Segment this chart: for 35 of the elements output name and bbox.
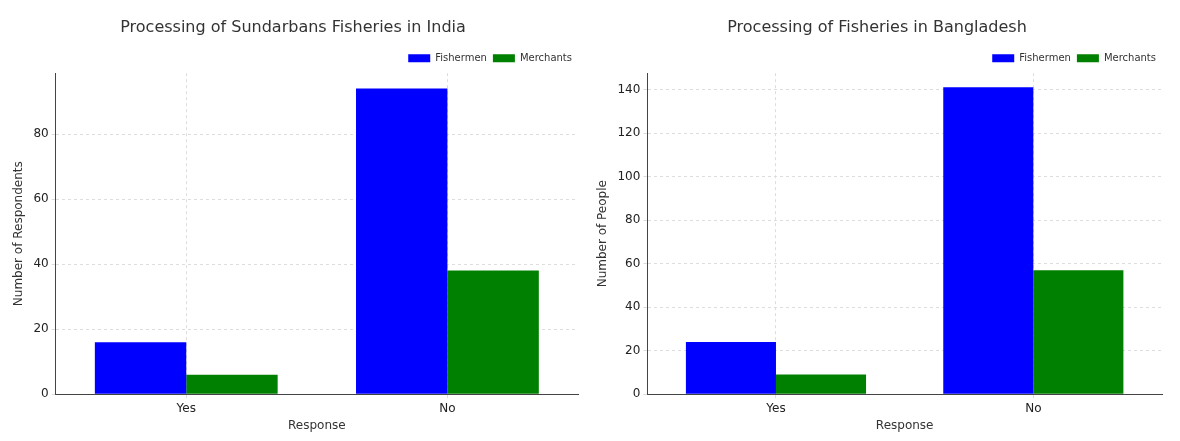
y-tick-label: 0 [41,386,49,401]
y-tick-label: 100 [617,168,641,183]
y-axis-title: Number of Respondents [11,161,26,307]
x-tick-label: No [439,400,456,415]
y-tick-label: 80 [625,212,641,227]
y-tick-label: 20 [33,321,49,336]
bar [186,374,278,394]
chart-title: Processing of Fisheries in Bangladesh [727,16,1027,36]
y-tick-label: 40 [33,256,49,271]
x-axis-title: Response [288,417,346,432]
legend-label: Merchants [1103,51,1156,63]
bar [94,342,187,394]
bar [1033,270,1124,394]
y-tick-label: 0 [632,386,641,401]
chart-title: Processing of Sundarbans Fisheries in India [120,16,466,36]
y-axis-title: Number of People [595,180,610,288]
legend-label: Fishermen [1019,51,1071,63]
y-tick-label: 40 [625,299,641,314]
bar [685,341,776,394]
x-tick-label: Yes [765,400,786,415]
bar [943,87,1034,394]
bar [775,374,867,394]
y-tick-label: 60 [33,191,49,206]
bar [356,88,448,394]
y-tick-label: 120 [617,125,641,140]
legend-label: Merchants [519,51,572,63]
y-tick-label: 140 [617,81,641,96]
x-tick-label: Yes [175,400,196,415]
y-tick-label: 20 [625,342,641,357]
y-tick-label: 60 [625,255,641,270]
x-tick-label: No [1025,400,1042,415]
y-tick-label: 80 [33,126,49,141]
bar [447,270,539,394]
legend-label: Fishermen [435,51,487,63]
x-axis-title: Response [875,417,934,432]
